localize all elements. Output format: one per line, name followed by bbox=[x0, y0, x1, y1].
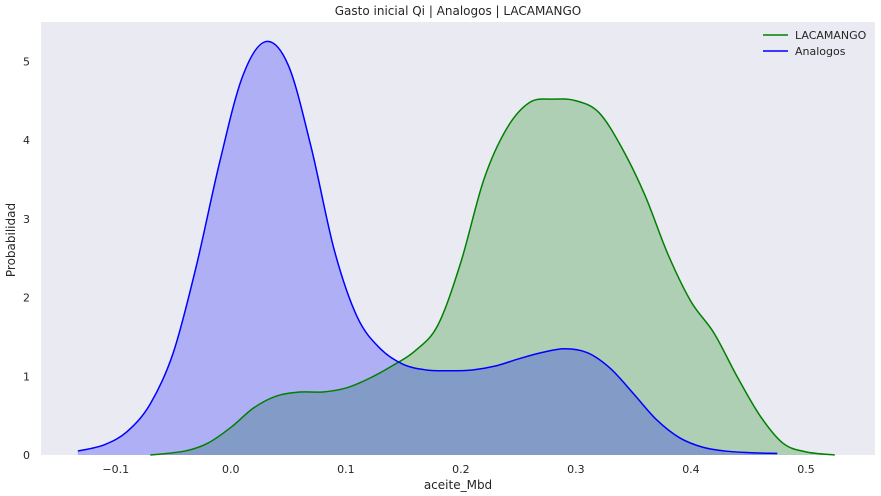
x-tick-label: 0.1 bbox=[337, 463, 355, 476]
x-tick-label: 0.5 bbox=[797, 463, 815, 476]
legend: LACAMANGO Analogos bbox=[763, 29, 867, 58]
density-fill-analogos bbox=[77, 41, 778, 455]
density-fill-lacamango bbox=[150, 98, 835, 455]
legend-label-analogos: Analogos bbox=[795, 45, 846, 58]
y-tick-label: 1 bbox=[23, 370, 30, 383]
x-tick-label: 0.4 bbox=[682, 463, 700, 476]
y-tick-label: 5 bbox=[23, 55, 30, 68]
y-axis-label: Probabilidad bbox=[4, 203, 18, 277]
density-fills bbox=[77, 41, 835, 455]
density-lines bbox=[77, 40, 835, 456]
x-ticks: −0.1 0.0 0.1 0.2 0.3 0.4 0.5 bbox=[102, 463, 814, 476]
x-tick-label: −0.1 bbox=[102, 463, 129, 476]
y-ticks: 0 1 2 3 4 5 bbox=[23, 55, 30, 462]
legend-label-lacamango: LACAMANGO bbox=[795, 29, 867, 42]
x-axis-label: aceite_Mbd bbox=[424, 478, 492, 492]
y-tick-label: 2 bbox=[23, 292, 30, 305]
y-tick-label: 4 bbox=[23, 134, 30, 147]
x-tick-label: 0.0 bbox=[222, 463, 240, 476]
y-tick-label: 0 bbox=[23, 449, 30, 462]
density-line-lacamango bbox=[150, 98, 835, 456]
plot-background bbox=[41, 22, 875, 455]
chart-title: Gasto inicial Qi | Analogos | LACAMANGO bbox=[335, 4, 581, 18]
x-tick-label: 0.2 bbox=[452, 463, 470, 476]
density-line-analogos bbox=[77, 40, 778, 455]
x-tick-label: 0.3 bbox=[567, 463, 585, 476]
y-tick-label: 3 bbox=[23, 213, 30, 226]
